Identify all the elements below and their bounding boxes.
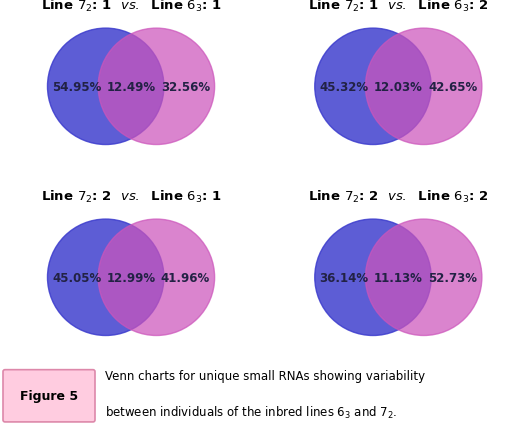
Text: 52.73%: 52.73% (428, 271, 477, 284)
Text: 12.99%: 12.99% (106, 271, 156, 284)
FancyBboxPatch shape (3, 370, 95, 422)
Circle shape (365, 29, 482, 145)
Text: Line $7_{2}$: 1  $\it{vs.}$  Line $6_{3}$: 2: Line $7_{2}$: 1 $\it{vs.}$ Line $6_{3}$:… (308, 0, 489, 14)
Text: Venn charts for unique small RNAs showing variability: Venn charts for unique small RNAs showin… (105, 369, 425, 382)
Text: 45.05%: 45.05% (52, 271, 101, 284)
Text: 45.32%: 45.32% (319, 81, 368, 94)
Circle shape (47, 29, 164, 145)
Text: 12.03%: 12.03% (374, 81, 423, 94)
Circle shape (315, 29, 431, 145)
Text: 42.65%: 42.65% (428, 81, 477, 94)
Text: 12.49%: 12.49% (106, 81, 156, 94)
Text: 32.56%: 32.56% (161, 81, 210, 94)
Circle shape (98, 29, 215, 145)
Text: 41.96%: 41.96% (161, 271, 210, 284)
Text: 54.95%: 54.95% (52, 81, 101, 94)
Circle shape (47, 219, 164, 336)
Text: Line $7_{2}$: 2  $\it{vs.}$  Line $6_{3}$: 1: Line $7_{2}$: 2 $\it{vs.}$ Line $6_{3}$:… (40, 188, 222, 204)
Text: Line $7_{2}$: 2  $\it{vs.}$  Line $6_{3}$: 2: Line $7_{2}$: 2 $\it{vs.}$ Line $6_{3}$:… (308, 188, 489, 204)
Text: 11.13%: 11.13% (374, 271, 423, 284)
Circle shape (315, 219, 431, 336)
Text: between individuals of the inbred lines $6_{3}$ and $7_{2}$.: between individuals of the inbred lines … (105, 404, 398, 420)
Text: Line $7_{2}$: 1  $\it{vs.}$  Line $6_{3}$: 1: Line $7_{2}$: 1 $\it{vs.}$ Line $6_{3}$:… (40, 0, 222, 14)
Circle shape (365, 219, 482, 336)
Circle shape (98, 219, 215, 336)
Text: Figure 5: Figure 5 (20, 389, 78, 403)
Text: 36.14%: 36.14% (319, 271, 368, 284)
